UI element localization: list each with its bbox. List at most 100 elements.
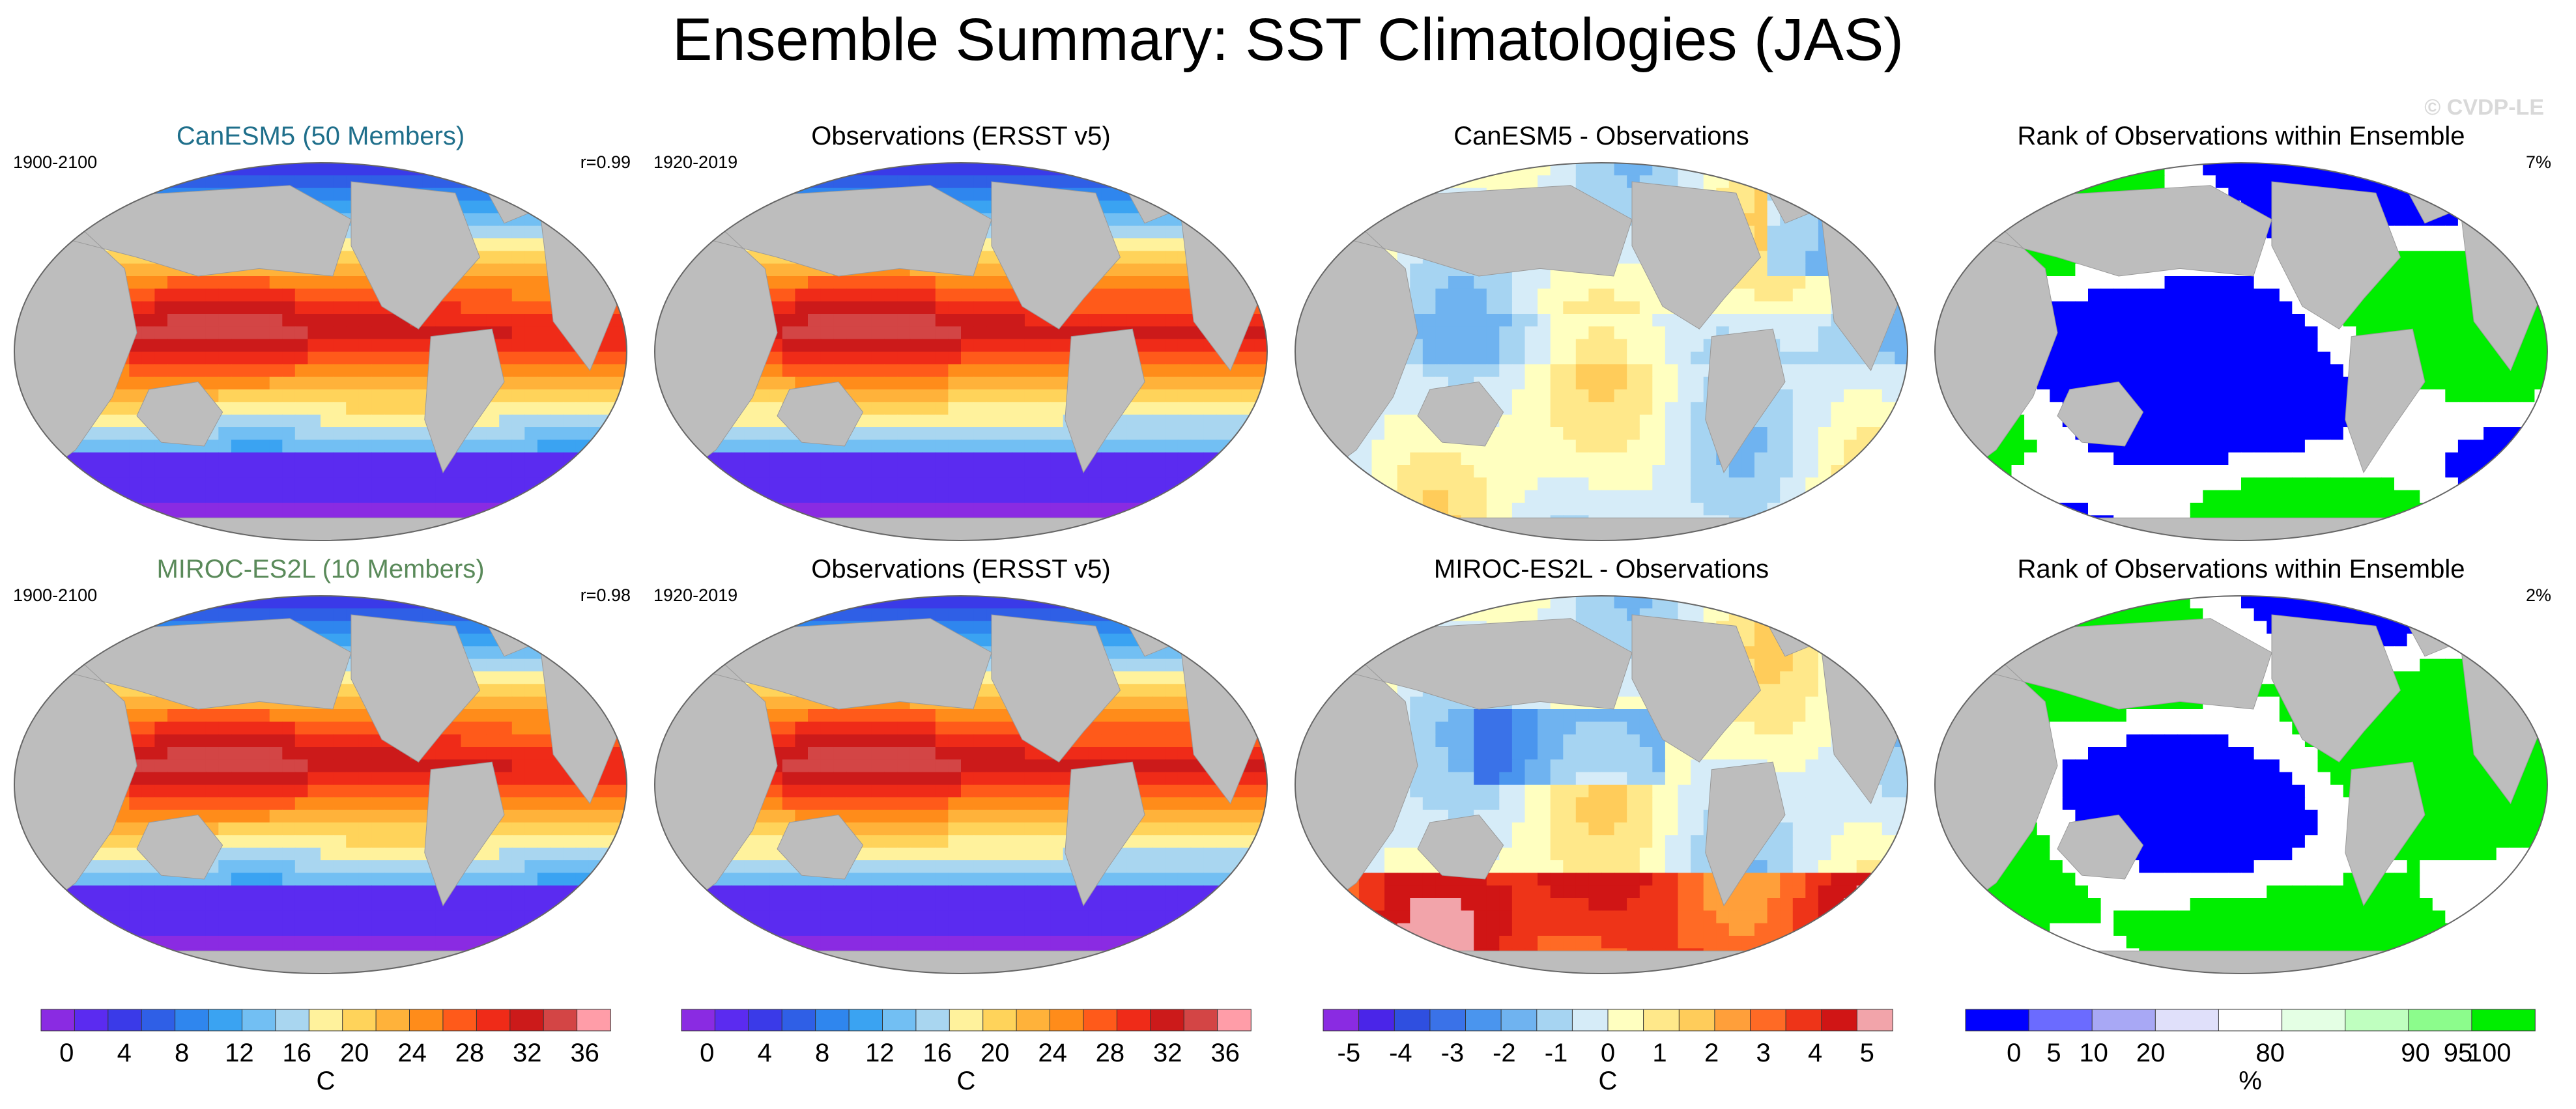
field-cell bbox=[129, 276, 143, 289]
field-cell bbox=[141, 175, 155, 189]
field-cell bbox=[1050, 326, 1064, 340]
field-cell bbox=[2241, 163, 2255, 176]
field-cell bbox=[2496, 213, 2510, 227]
field-cell bbox=[1321, 503, 1334, 516]
field-cell bbox=[973, 389, 987, 402]
field-cell bbox=[1818, 326, 1832, 340]
field-cell bbox=[820, 452, 834, 466]
field-cell bbox=[588, 389, 602, 402]
field-cell bbox=[1563, 440, 1577, 453]
field-cell bbox=[218, 314, 232, 327]
field-cell bbox=[1856, 376, 1870, 390]
field-cell bbox=[1139, 163, 1153, 176]
field-cell bbox=[1177, 389, 1192, 402]
field-cell bbox=[948, 414, 962, 428]
field-cell bbox=[1601, 301, 1615, 315]
field-cell bbox=[1165, 389, 1179, 402]
field-cell bbox=[2139, 326, 2153, 340]
field-cell bbox=[346, 503, 360, 516]
field-cell bbox=[1012, 376, 1025, 390]
field-cell bbox=[1012, 314, 1025, 327]
field-cell bbox=[384, 389, 398, 402]
field-cell bbox=[1792, 527, 1806, 540]
field-cell bbox=[141, 376, 155, 390]
field-cell bbox=[1177, 490, 1192, 503]
field-cell bbox=[1895, 440, 1908, 453]
field-cell bbox=[308, 503, 321, 516]
field-cell bbox=[1190, 503, 1204, 516]
field-cell bbox=[1538, 352, 1551, 365]
field-cell bbox=[1538, 276, 1551, 289]
field-cell bbox=[1818, 301, 1832, 315]
field-cell bbox=[1588, 276, 1602, 289]
field-cell bbox=[448, 301, 461, 315]
field-cell bbox=[859, 389, 872, 402]
field-cell bbox=[1333, 477, 1347, 491]
field-cell bbox=[333, 490, 347, 503]
field-cell bbox=[1422, 515, 1436, 529]
field-cell bbox=[269, 452, 283, 466]
field-cell bbox=[14, 465, 28, 478]
field-cell bbox=[1448, 490, 1462, 503]
field-cell bbox=[1550, 440, 1564, 453]
field-cell bbox=[1563, 352, 1577, 365]
field-cell bbox=[1474, 314, 1487, 327]
field-cell bbox=[1538, 288, 1551, 302]
field-cell bbox=[2062, 326, 2076, 340]
field-cell bbox=[422, 490, 436, 503]
field-cell bbox=[65, 490, 79, 503]
field-cell bbox=[2164, 301, 2178, 315]
field-cell bbox=[935, 314, 949, 327]
field-cell bbox=[1076, 314, 1089, 327]
field-cell bbox=[769, 440, 783, 453]
field-cell bbox=[1177, 376, 1192, 390]
field-cell bbox=[1037, 490, 1051, 503]
field-cell bbox=[397, 175, 410, 189]
field-cell bbox=[1869, 402, 1883, 415]
field-cell bbox=[1254, 515, 1267, 529]
field-cell bbox=[2420, 314, 2433, 327]
field-cell bbox=[448, 288, 461, 302]
field-cell bbox=[756, 465, 770, 478]
field-cell bbox=[601, 339, 614, 352]
field-cell bbox=[1101, 452, 1115, 466]
field-cell bbox=[1792, 225, 1806, 239]
field-cell bbox=[2100, 163, 2114, 176]
field-cell bbox=[1678, 175, 1691, 189]
field-cell bbox=[1486, 175, 1500, 189]
field-cell bbox=[2496, 225, 2510, 239]
field-cell bbox=[2483, 201, 2497, 214]
field-cell bbox=[1461, 503, 1474, 516]
field-cell bbox=[2177, 288, 2191, 302]
field-cell bbox=[257, 364, 270, 378]
field-cell bbox=[575, 376, 589, 390]
field-cell bbox=[986, 414, 1000, 428]
field-cell bbox=[1895, 326, 1908, 340]
field-cell bbox=[655, 175, 668, 189]
field-cell bbox=[2267, 276, 2280, 289]
field-cell bbox=[1575, 389, 1589, 402]
field-cell bbox=[141, 326, 155, 340]
field-cell bbox=[474, 213, 487, 227]
field-cell bbox=[808, 288, 822, 302]
field-cell bbox=[1973, 188, 1986, 201]
field-cell bbox=[1114, 314, 1128, 327]
field-cell bbox=[1229, 389, 1242, 402]
field-cell bbox=[2457, 301, 2472, 315]
field-cell bbox=[1792, 352, 1806, 365]
field-cell bbox=[218, 440, 232, 453]
field-cell bbox=[999, 414, 1012, 428]
field-cell bbox=[358, 314, 372, 327]
field-cell bbox=[27, 175, 40, 189]
field-cell bbox=[1203, 175, 1217, 189]
field-cell bbox=[1882, 440, 1895, 453]
field-cell bbox=[1780, 452, 1794, 466]
field-cell bbox=[294, 490, 308, 503]
field-cell bbox=[1550, 427, 1564, 440]
field-cell bbox=[1177, 276, 1192, 289]
field-cell bbox=[294, 175, 308, 189]
field-cell bbox=[820, 465, 834, 478]
field-cell bbox=[948, 440, 962, 453]
field-cell bbox=[244, 314, 257, 327]
field-cell bbox=[999, 427, 1012, 440]
